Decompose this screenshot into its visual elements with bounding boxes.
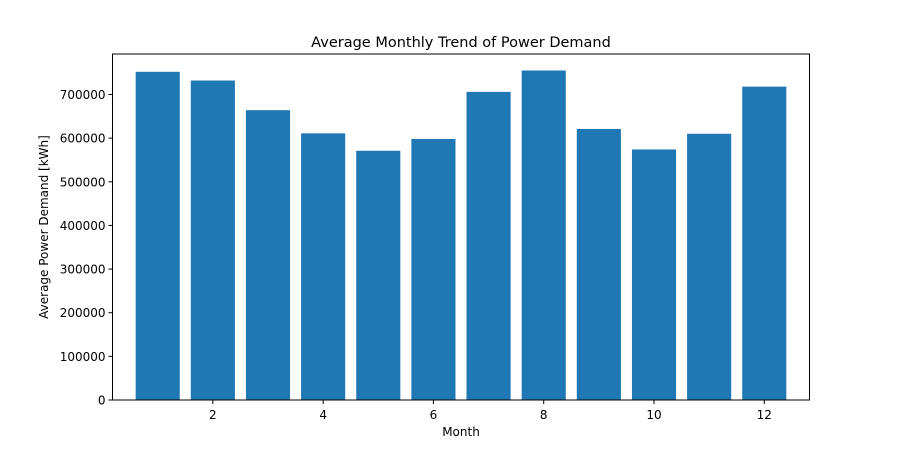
y-tick-label: 100000: [60, 350, 106, 364]
bar-month-2: [190, 80, 235, 400]
y-tick-label: 700000: [60, 88, 106, 102]
x-tick-label: 4: [319, 408, 327, 422]
bar-month-9: [576, 128, 621, 400]
chart-title: Average Monthly Trend of Power Demand: [311, 35, 611, 51]
bar-month-3: [245, 110, 291, 400]
y-tick-label: 300000: [60, 263, 106, 277]
x-tick-label: 12: [757, 408, 772, 422]
y-axis-ticks: 0 100000 200000 300000 400000 500000 600000 700…: [60, 88, 113, 408]
y-tick-label: 200000: [60, 306, 106, 320]
bar-month-5: [356, 150, 401, 400]
bar-month-11: [687, 133, 732, 400]
bar-month-6: [411, 139, 456, 400]
y-tick-label: 500000: [60, 175, 106, 189]
bar-month-1: [135, 71, 180, 400]
x-axis-label: Month: [442, 425, 480, 439]
bar-month-4: [301, 133, 346, 400]
x-axis-ticks: 2 4 6 8 10 12: [209, 400, 772, 422]
y-axis-label: Average Power Demand [kWh]: [37, 135, 51, 319]
y-tick-label: 600000: [60, 132, 106, 146]
bars-layer: [135, 70, 787, 401]
x-tick-label: 6: [430, 408, 438, 422]
y-tick-label: 0: [98, 394, 106, 408]
bar-month-12: [742, 86, 787, 400]
plot-frame: [112, 53, 810, 401]
x-tick-label: 8: [540, 408, 548, 422]
bar-month-7: [466, 91, 511, 401]
bar-month-8: [521, 70, 566, 400]
y-tick-label: 400000: [60, 219, 106, 233]
bar-month-10: [631, 149, 677, 400]
x-tick-label: 10: [646, 408, 661, 422]
x-tick-label: 2: [209, 408, 217, 422]
